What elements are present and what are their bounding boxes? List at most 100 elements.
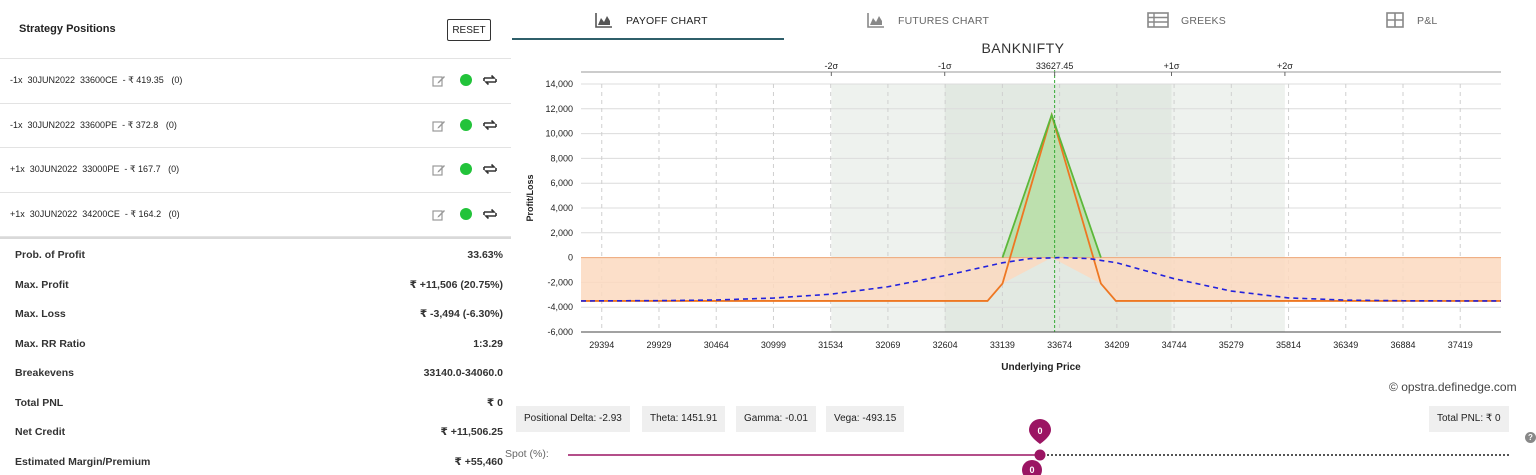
stat-row: Max. RR Ratio 1:3.29 — [0, 328, 511, 358]
stat-label: Max. Loss — [15, 308, 66, 320]
top-axis-label: -1σ — [938, 61, 952, 71]
stat-row: Prob. of Profit 33.63% — [0, 239, 511, 269]
help-icon[interactable]: ? — [1525, 432, 1536, 443]
position-label: -1x 30JUN2022 33600CE - ₹ 419.35 (0) — [10, 75, 183, 85]
stat-row: Breakevens 33140.0-34060.0 — [0, 357, 511, 387]
stat-label: Estimated Margin/Premium — [15, 455, 151, 468]
tab-greeks[interactable]: GREEKS — [1147, 0, 1247, 40]
stat-value: 1:3.29 — [473, 337, 503, 350]
tab-label: FUTURES CHART — [898, 15, 990, 27]
x-tick-label: 33674 — [1047, 340, 1072, 350]
panel-header: Strategy Positions RESET — [0, 0, 511, 59]
active-status-toggle[interactable] — [460, 207, 472, 220]
active-status-toggle[interactable] — [460, 163, 472, 175]
edit-icon[interactable] — [432, 208, 446, 222]
position-row: -1x 30JUN2022 33600PE - ₹ 372.8 (0) — [0, 104, 511, 148]
x-tick-label: 29394 — [589, 340, 614, 350]
stat-label: Max. Profit — [15, 278, 69, 291]
stat-value: ₹ +11,506 (20.75%) — [409, 278, 503, 291]
y-tick-label: 10,000 — [545, 129, 573, 139]
x-tick-label: 32069 — [875, 340, 900, 350]
x-tick-label: 34744 — [1162, 340, 1187, 350]
area-chart-icon — [595, 13, 612, 28]
chart-area: PAYOFF CHART FUTURES CHART GREEKS P&L BA… — [505, 0, 1536, 475]
x-tick-label: 33139 — [990, 340, 1015, 350]
strategy-positions-panel: Strategy Positions RESET -1x 30JUN2022 3… — [0, 0, 511, 475]
slider-bottom-value: 0 — [1029, 465, 1034, 475]
stat-label: Breakevens — [15, 367, 74, 379]
tab-label: GREEKS — [1181, 15, 1226, 27]
top-axis-label: +2σ — [1277, 61, 1293, 71]
edit-icon[interactable] — [432, 74, 446, 88]
position-row: +1x 30JUN2022 34200CE - ₹ 164.2 (0) — [0, 193, 511, 237]
copyright-icon: © — [1389, 380, 1398, 394]
x-tick-label: 31534 — [818, 340, 843, 350]
x-tick-label: 37419 — [1448, 340, 1473, 350]
slider-value: 0 — [1037, 426, 1042, 436]
target-line — [580, 256, 1501, 302]
stat-row: Max. Profit ₹ +11,506 (20.75%) — [0, 269, 511, 299]
spot-slider[interactable]: 0 0 — [511, 415, 1535, 475]
swap-icon[interactable] — [482, 73, 498, 87]
stat-value: ₹ 0 — [486, 396, 503, 409]
strategy-stats: Prob. of Profit 33.63% Max. Profit ₹ +11,5… — [0, 237, 511, 475]
active-status-toggle[interactable] — [460, 118, 472, 131]
stat-value: 33.63% — [467, 249, 503, 261]
y-tick-label: -6,000 — [547, 327, 573, 337]
y-tick-label: 4,000 — [550, 203, 573, 213]
watermark: © opstra.definedge.com — [1389, 380, 1517, 394]
stat-row: Total PNL ₹ 0 — [0, 387, 511, 417]
watermark-text: opstra.definedge.com — [1401, 380, 1517, 394]
stat-row: Net Credit ₹ +11,506.25 — [0, 416, 511, 446]
x-tick-label: 36349 — [1333, 340, 1358, 350]
slider-handle[interactable] — [1034, 449, 1046, 461]
top-axis-label: +1σ — [1164, 61, 1180, 71]
tab-payoff-chart[interactable]: PAYOFF CHART — [512, 0, 784, 40]
y-tick-label: 0 — [568, 253, 573, 263]
slider-value-pin — [1029, 419, 1051, 444]
payoff-chart: -6,000 -4,000 -2,000 0 2,000 4,000 6,000 8,000 1… — [525, 61, 1501, 373]
x-tick-label: 30464 — [704, 340, 729, 350]
x-tick-label: 34209 — [1104, 340, 1129, 350]
reset-button[interactable]: RESET — [447, 19, 491, 41]
y-axis-title: Profit/Loss — [525, 174, 535, 221]
spot-slider-label: Spot (%): — [505, 448, 549, 460]
stat-value: ₹ +55,460 — [454, 455, 503, 468]
swap-icon[interactable] — [482, 118, 498, 132]
stat-value: ₹ -3,494 (-6.30%) — [419, 308, 503, 320]
y-tick-label: 2,000 — [550, 228, 573, 238]
greek-gamma: Gamma: -0.01 — [736, 406, 816, 432]
position-label: -1x 30JUN2022 33600PE - ₹ 372.8 (0) — [10, 119, 177, 130]
area-chart-icon — [867, 13, 884, 28]
tab-label: P&L — [1417, 15, 1438, 27]
y-tick-label: 12,000 — [545, 104, 573, 114]
position-label: +1x 30JUN2022 34200CE - ₹ 164.2 (0) — [10, 208, 180, 219]
x-tick-label: 36884 — [1390, 340, 1415, 350]
x-tick-label: 35279 — [1219, 340, 1244, 350]
y-tick-label: 8,000 — [550, 153, 573, 163]
stat-label: Net Credit — [15, 426, 66, 438]
stat-value: ₹ +11,506.25 — [440, 426, 504, 438]
top-axis-label: -2σ — [825, 61, 839, 71]
tab-futures-chart[interactable]: FUTURES CHART — [865, 0, 1015, 40]
swap-icon[interactable] — [482, 207, 498, 221]
chart-title: BANKNIFTY — [981, 40, 1065, 56]
swap-icon[interactable] — [482, 162, 498, 176]
x-axis-title: Underlying Price — [1001, 362, 1081, 373]
payoff-line-profit — [1001, 112, 1102, 258]
x-tick-label: 35814 — [1276, 340, 1301, 350]
y-tick-label: -2,000 — [547, 277, 573, 287]
active-status-toggle[interactable] — [460, 74, 472, 86]
greek-positional-delta: Positional Delta: -2.93 — [516, 406, 630, 432]
position-row: -1x 30JUN2022 33600CE - ₹ 419.35 (0) — [0, 59, 511, 104]
grid-icon — [1386, 12, 1404, 28]
stat-label: Max. RR Ratio — [15, 337, 86, 350]
profit-region — [1002, 114, 1101, 258]
edit-icon[interactable] — [432, 119, 446, 133]
y-tick-label: 14,000 — [545, 79, 573, 89]
stat-value: 33140.0-34060.0 — [423, 367, 503, 379]
x-tick-label: 30999 — [761, 340, 786, 350]
edit-icon[interactable] — [432, 163, 446, 177]
tab-pnl[interactable]: P&L — [1385, 0, 1455, 40]
position-row: +1x 30JUN2022 33000PE - ₹ 167.7 (0) — [0, 148, 511, 193]
